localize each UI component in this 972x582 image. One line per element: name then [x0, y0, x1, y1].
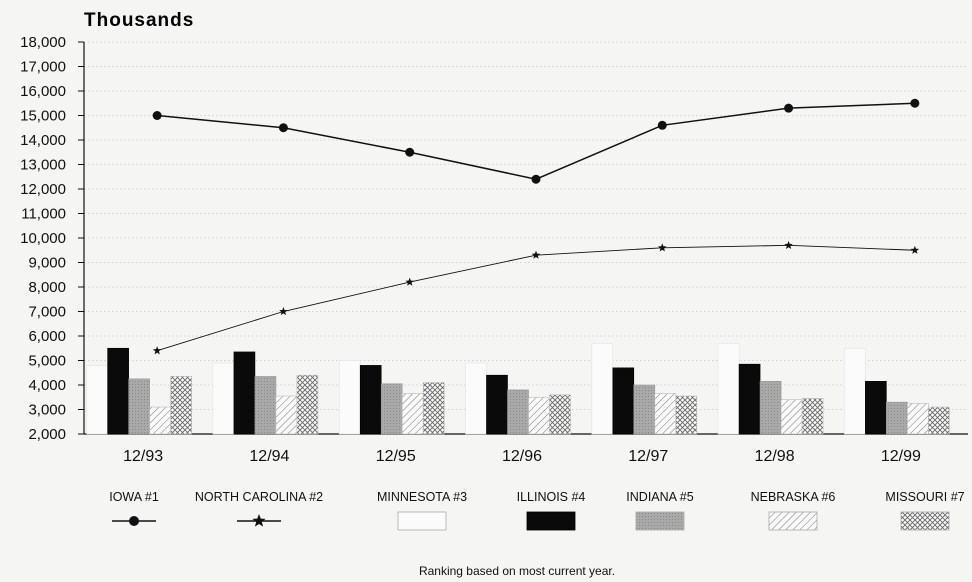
bar-missouri	[549, 394, 571, 435]
legend-label-north-carolina: NORTH CAROLINA #2	[195, 490, 323, 504]
bar-illinois	[865, 381, 887, 435]
y-tick-label: 7,000	[28, 304, 66, 321]
legend-label-illinois: ILLINOIS #4	[517, 490, 586, 504]
point-north-carolina	[152, 346, 162, 355]
point-iowa	[657, 120, 667, 130]
y-tick-label: 6,000	[28, 328, 66, 345]
legend-label-iowa: IOWA #1	[109, 490, 159, 504]
bar-illinois	[486, 374, 508, 435]
y-axis-ticks: 2,000 3,000 4,000 5,000 6,000 7,000 8,000 9,000…	[20, 34, 968, 443]
legend-marker-iowa	[129, 516, 139, 526]
y-tick-label: 14,000	[20, 132, 66, 149]
bar-missouri	[422, 382, 445, 435]
y-tick-label: 3,000	[28, 402, 66, 419]
point-north-carolina	[405, 277, 414, 286]
bar-nebraska	[528, 396, 550, 435]
point-iowa	[278, 123, 288, 133]
y-tick-label: 18,000	[20, 34, 66, 51]
bar-nebraska	[401, 393, 424, 435]
y-axis-title: Thousands	[84, 10, 194, 31]
x-tick-label: 12/95	[376, 448, 416, 465]
legend-swatch-indiana	[635, 511, 685, 531]
point-north-carolina	[279, 307, 288, 316]
legend-swatch-minnesota	[397, 511, 447, 531]
bar-illinois	[359, 365, 382, 435]
point-north-carolina	[531, 250, 541, 259]
legend-label-indiana: INDIANA #5	[626, 490, 693, 504]
bar-indiana	[633, 384, 656, 435]
y-tick-label: 4,000	[28, 377, 66, 394]
point-iowa	[531, 174, 541, 184]
bar-minnesota	[338, 360, 361, 435]
point-north-carolina	[658, 243, 667, 252]
legend-label-missouri: MISSOURI #7	[885, 490, 964, 504]
point-north-carolina	[910, 245, 920, 254]
point-iowa	[784, 103, 794, 113]
y-tick-label: 12,000	[20, 181, 66, 198]
bar-illinois	[107, 347, 129, 435]
bar-indiana	[507, 389, 529, 435]
bar-indiana	[254, 376, 277, 435]
legend-label-nebraska: NEBRASKA #6	[751, 490, 836, 504]
x-axis-ticks: 12/93 12/94 12/95 12/96 12/97 12/98 12/99	[123, 448, 921, 465]
legend-marker-north-carolina	[252, 514, 266, 527]
bar-missouri	[928, 406, 950, 435]
bar-minnesota	[591, 343, 614, 435]
legend-swatch-nebraska	[768, 511, 818, 531]
lines	[152, 98, 920, 355]
bar-missouri	[801, 398, 824, 435]
legend: IOWA #1 NORTH CAROLINA #2 MINNESOTA #3 ILLI…	[109, 490, 965, 531]
legend-swatch-missouri	[900, 511, 950, 531]
bar-indiana	[759, 381, 782, 435]
bars	[86, 343, 950, 435]
bar-minnesota	[465, 362, 487, 435]
x-tick-label: 12/94	[249, 448, 289, 465]
x-tick-label: 12/97	[628, 448, 668, 465]
bar-illinois	[612, 367, 635, 435]
y-tick-label: 10,000	[20, 230, 66, 247]
line-north-carolina	[157, 244, 915, 352]
bar-indiana	[886, 401, 908, 435]
bar-missouri	[296, 374, 319, 435]
legend-label-minnesota: MINNESOTA #3	[377, 490, 467, 504]
bar-missouri	[675, 395, 698, 435]
legend-swatch-illinois	[526, 511, 576, 531]
y-tick-label: 5,000	[28, 353, 66, 370]
bar-nebraska	[654, 393, 677, 435]
bar-nebraska	[275, 395, 298, 435]
bar-minnesota	[86, 365, 108, 435]
gridlines	[84, 41, 968, 435]
footnote: Ranking based on most current year.	[419, 564, 615, 578]
x-tick-label: 12/98	[755, 448, 795, 465]
bar-nebraska	[780, 399, 803, 435]
bar-nebraska	[907, 403, 929, 435]
y-tick-label: 11,000	[21, 206, 66, 223]
bar-indiana	[380, 383, 403, 435]
y-tick-label: 9,000	[28, 255, 66, 272]
y-tick-label: 15,000	[20, 108, 66, 125]
point-iowa	[152, 111, 162, 120]
y-tick-label: 17,000	[20, 59, 66, 76]
y-tick-label: 16,000	[20, 83, 66, 100]
bar-nebraska	[149, 406, 171, 435]
bar-minnesota	[844, 347, 866, 435]
bar-illinois	[233, 351, 256, 435]
y-tick-label: 13,000	[20, 157, 66, 174]
bar-missouri	[170, 376, 192, 435]
x-tick-label: 12/96	[502, 448, 542, 465]
bar-minnesota	[212, 362, 235, 435]
x-tick-label: 12/99	[881, 448, 921, 465]
x-tick-label: 12/93	[123, 448, 163, 465]
point-north-carolina	[784, 240, 793, 249]
bar-indiana	[128, 378, 150, 435]
bar-illinois	[738, 363, 761, 435]
line-iowa	[157, 102, 915, 180]
point-iowa	[910, 98, 920, 108]
y-tick-label: 8,000	[28, 279, 66, 296]
bar-minnesota	[717, 343, 740, 435]
point-iowa	[405, 147, 415, 157]
y-tick-label: 2,000	[28, 426, 66, 443]
